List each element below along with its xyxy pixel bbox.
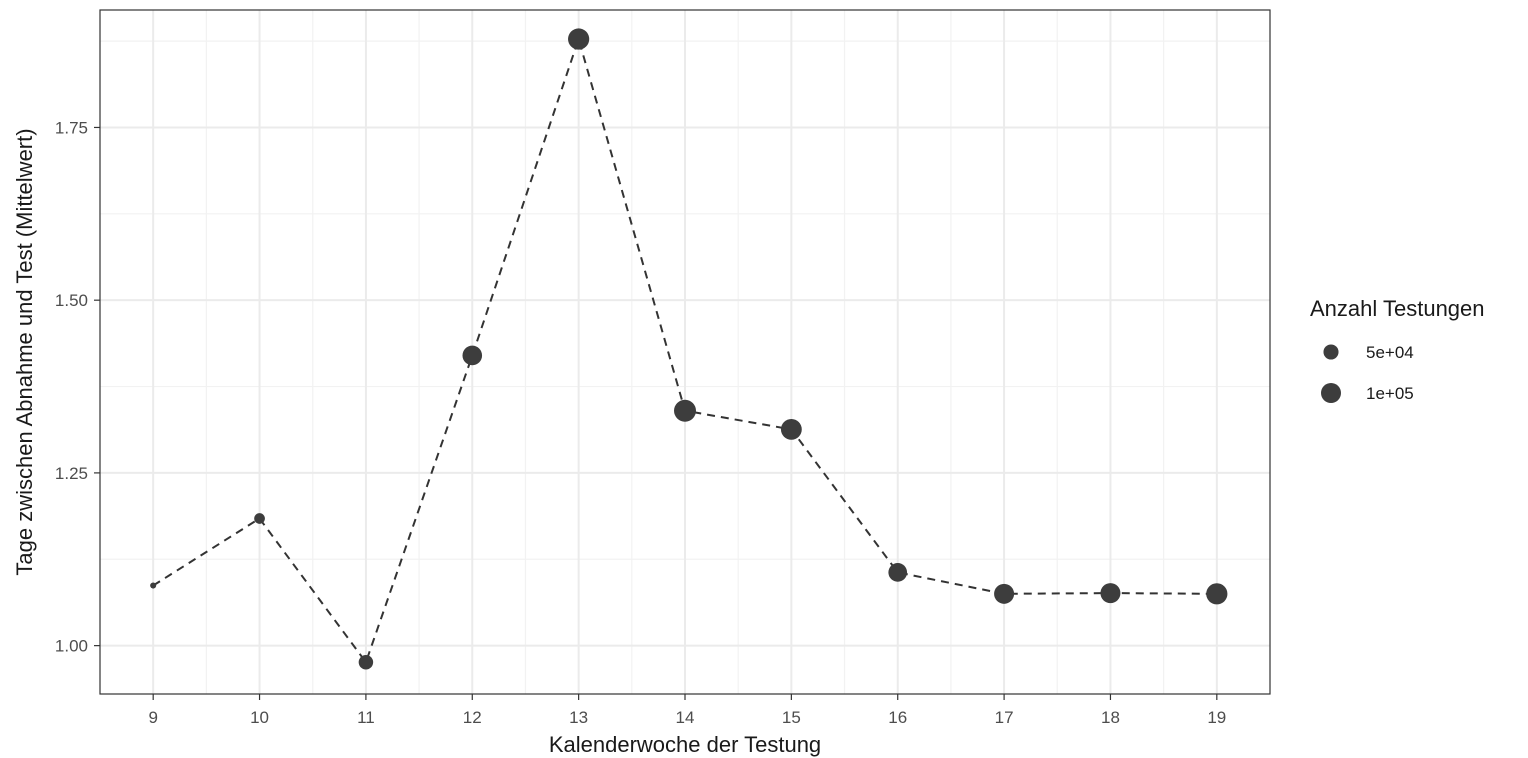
x-tick-label: 12 bbox=[463, 708, 482, 727]
y-axis-title: Tage zwischen Abnahme und Test (Mittelwe… bbox=[12, 128, 37, 575]
x-tick-label: 15 bbox=[782, 708, 801, 727]
x-tick-label: 16 bbox=[888, 708, 907, 727]
data-point bbox=[358, 654, 374, 670]
x-axis-title: Kalenderwoche der Testung bbox=[549, 732, 821, 757]
data-point bbox=[462, 345, 483, 366]
x-tick-label: 17 bbox=[995, 708, 1014, 727]
legend-entries: 5e+04 1e+05 bbox=[1321, 343, 1414, 403]
data-point bbox=[674, 399, 696, 422]
data-points bbox=[150, 28, 1228, 670]
data-point bbox=[1100, 583, 1121, 604]
y-tick-label: 1.25 bbox=[55, 464, 88, 483]
data-point bbox=[1206, 583, 1228, 605]
legend-title: Anzahl Testungen bbox=[1310, 296, 1485, 321]
y-tick-label: 1.00 bbox=[55, 637, 88, 656]
data-point bbox=[150, 582, 157, 589]
major-grid bbox=[100, 10, 1270, 694]
legend-key-circle bbox=[1323, 344, 1339, 360]
y-axis-ticks: 1.00 1.25 1.50 1.75 bbox=[55, 118, 100, 656]
x-tick-label: 19 bbox=[1207, 708, 1226, 727]
x-tick-label: 9 bbox=[148, 708, 157, 727]
x-tick-label: 18 bbox=[1101, 708, 1120, 727]
data-point bbox=[888, 563, 908, 582]
legend-label: 5e+04 bbox=[1366, 343, 1414, 362]
data-point bbox=[994, 583, 1015, 604]
x-tick-label: 10 bbox=[250, 708, 269, 727]
data-point bbox=[780, 418, 802, 440]
data-point bbox=[254, 513, 265, 524]
y-tick-label: 1.50 bbox=[55, 291, 88, 310]
data-point bbox=[568, 28, 590, 50]
legend: Anzahl Testungen 5e+04 1e+05 bbox=[1310, 296, 1485, 403]
x-axis-ticks: 9 10 11 12 13 14 15 16 17 18 19 bbox=[148, 694, 1226, 727]
legend-key-circle bbox=[1321, 383, 1341, 403]
x-tick-label: 13 bbox=[569, 708, 588, 727]
x-tick-label: 14 bbox=[676, 708, 695, 727]
legend-label: 1e+05 bbox=[1366, 384, 1414, 403]
x-tick-label: 11 bbox=[357, 708, 375, 727]
y-tick-label: 1.75 bbox=[55, 118, 88, 137]
minor-grid bbox=[100, 10, 1270, 694]
